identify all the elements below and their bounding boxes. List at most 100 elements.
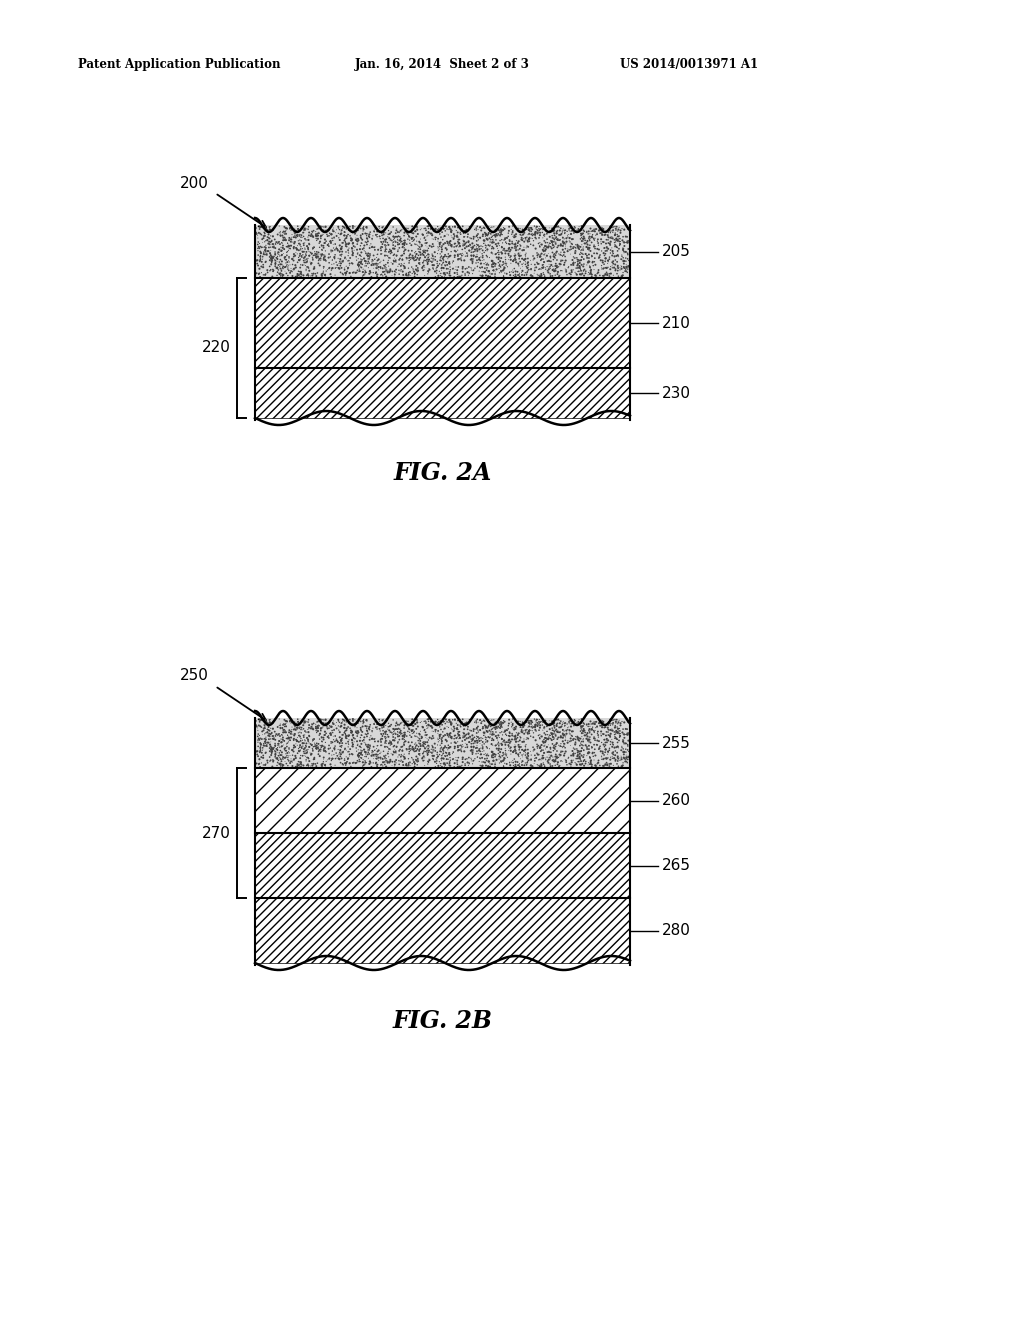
Point [464, 238, 480, 259]
Point [285, 248, 301, 269]
Point [311, 223, 328, 244]
Point [526, 752, 543, 774]
Point [432, 223, 449, 244]
Point [252, 248, 268, 269]
Point [553, 733, 569, 754]
Point [300, 730, 316, 751]
Point [473, 743, 489, 764]
Point [304, 714, 321, 735]
Point [366, 236, 382, 257]
Point [487, 713, 504, 734]
Point [304, 247, 321, 268]
Point [311, 746, 328, 767]
Point [476, 230, 493, 251]
Point [490, 731, 507, 752]
Point [250, 723, 266, 744]
Point [536, 747, 552, 768]
Point [417, 738, 433, 759]
Point [511, 755, 527, 776]
Point [573, 215, 590, 236]
Point [373, 231, 389, 252]
Point [620, 739, 636, 760]
Point [467, 738, 483, 759]
Point [378, 733, 394, 754]
Point [564, 726, 581, 747]
Point [258, 240, 274, 261]
Point [485, 751, 502, 772]
Point [569, 751, 586, 772]
Point [520, 259, 537, 280]
Point [536, 731, 552, 752]
Point [270, 242, 287, 263]
Point [596, 253, 612, 275]
Point [377, 748, 393, 770]
Point [430, 755, 446, 776]
Point [385, 718, 401, 739]
Point [485, 747, 502, 768]
Point [360, 248, 377, 269]
Point [478, 721, 495, 742]
Point [369, 746, 385, 767]
Point [529, 738, 546, 759]
Point [442, 711, 459, 733]
Point [597, 264, 613, 285]
Point [597, 248, 613, 269]
Point [519, 752, 536, 774]
Point [534, 243, 550, 264]
Point [275, 228, 292, 249]
Point [317, 240, 334, 261]
Point [263, 737, 280, 758]
Point [553, 260, 569, 281]
Point [287, 238, 303, 259]
Point [535, 746, 551, 767]
Point [412, 234, 428, 255]
Point [331, 259, 347, 280]
Point [433, 742, 450, 763]
Point [471, 741, 487, 762]
Point [350, 252, 367, 273]
Point [550, 747, 566, 768]
Point [503, 249, 519, 271]
Point [332, 255, 348, 276]
Point [569, 726, 586, 747]
Point [307, 754, 324, 775]
Point [299, 742, 315, 763]
Point [612, 231, 629, 252]
Point [514, 265, 530, 286]
Point [285, 253, 301, 275]
Point [262, 729, 279, 750]
Point [503, 731, 519, 752]
Point [374, 715, 390, 737]
Point [307, 244, 324, 265]
Point [446, 247, 463, 268]
Point [433, 255, 450, 276]
Point [520, 219, 537, 240]
Point [417, 259, 433, 280]
Point [524, 265, 541, 286]
Point [296, 255, 312, 276]
Point [488, 750, 505, 771]
Point [289, 235, 305, 256]
Point [255, 247, 271, 268]
Point [297, 219, 313, 240]
Point [303, 265, 319, 286]
Point [373, 735, 389, 756]
Point [477, 223, 494, 244]
Point [435, 227, 452, 248]
Point [565, 715, 582, 737]
Point [480, 235, 497, 256]
Point [345, 714, 361, 735]
Point [602, 220, 618, 242]
Point [572, 748, 589, 770]
Point [383, 714, 399, 735]
Point [510, 246, 526, 267]
Point [598, 754, 614, 775]
Point [559, 733, 575, 754]
Point [308, 244, 325, 265]
Point [483, 709, 500, 730]
Point [615, 240, 632, 261]
Point [435, 711, 452, 733]
Point [303, 743, 319, 764]
Point [441, 253, 458, 275]
Point [607, 235, 624, 256]
